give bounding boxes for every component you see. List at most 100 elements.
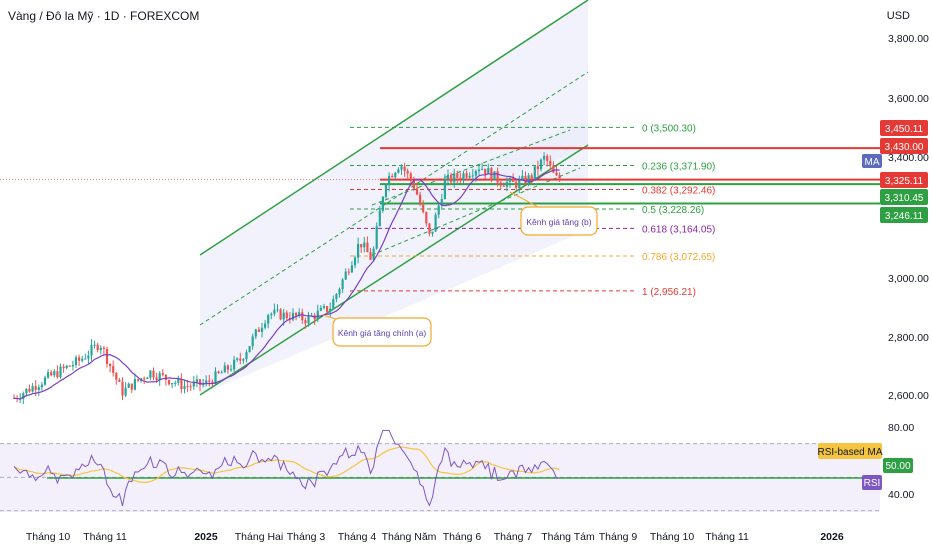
candle-body (456, 173, 459, 178)
candle-body (338, 289, 341, 295)
candle-body (65, 365, 68, 368)
candle-body (539, 159, 543, 170)
rsi-line (13, 429, 560, 507)
candle-body (242, 359, 245, 361)
candle-body (214, 371, 217, 384)
price-tag-0: 3,450.11 (885, 124, 924, 135)
candle-body (357, 243, 360, 258)
ma-tag: MA (865, 157, 880, 168)
time-axis-label-4: Tháng 3 (287, 531, 326, 543)
candle-body (468, 175, 471, 178)
candle-body (28, 388, 31, 392)
candle-body (56, 371, 59, 378)
price-axis-tick-4: 2,800.00 (888, 332, 929, 344)
fib-label-0: 0 (3,500.30) (642, 123, 696, 134)
candle-body (161, 373, 164, 375)
rsi-value-tag: 50.00 (885, 461, 910, 472)
candle-body (347, 271, 350, 273)
candle-body (34, 386, 37, 390)
time-axis-label-5: Tháng 4 (338, 531, 377, 543)
candle-body (552, 165, 555, 173)
rsi-tag-bg (862, 475, 882, 490)
annotation-a-text: Kênh giá tăng chính (a) (338, 328, 427, 338)
fib-label-5: 0.786 (3,072.65) (642, 252, 715, 263)
candle-body (220, 372, 223, 374)
candle-body (71, 365, 74, 367)
candle-body (425, 212, 428, 224)
candle-body (549, 160, 552, 166)
candle-body (515, 181, 518, 188)
candle-body (223, 365, 226, 373)
price-tag-bg-4 (880, 207, 928, 223)
candle-body (78, 357, 81, 361)
price-tag-bg-2 (880, 172, 928, 188)
candle-body (53, 371, 56, 376)
candle-body (508, 178, 512, 182)
candle-body (279, 309, 282, 320)
candle-body (229, 369, 233, 371)
candle-body (378, 210, 381, 227)
candle-body (344, 271, 347, 280)
candle-body (180, 379, 183, 389)
symbol-title: Vàng / Đô la Mỹ · 1D · FOREXCOM (8, 9, 200, 23)
time-axis-label-1: Tháng 11 (83, 531, 127, 543)
candle-body (239, 358, 242, 361)
candle-body (391, 175, 394, 178)
candle-body (496, 171, 499, 183)
candle-body (264, 323, 267, 328)
candle-body (369, 252, 372, 260)
candle-body (282, 312, 285, 320)
candle-body (329, 308, 332, 312)
candle-body (236, 358, 239, 360)
inner-channel-lower (371, 167, 581, 256)
candle-body (183, 386, 186, 389)
candle-body (105, 348, 109, 364)
channel-mid-line (199, 71, 589, 326)
candle-body (37, 387, 40, 390)
candle-body (499, 182, 502, 186)
price-tag-bg-1 (880, 138, 928, 154)
candle-body (248, 346, 251, 353)
candle-body (143, 378, 146, 380)
candle-body (211, 381, 214, 384)
candle-body (146, 377, 149, 379)
candle-body (326, 306, 329, 312)
candle-body (533, 166, 536, 179)
candle-body (158, 373, 161, 380)
candle-body (90, 345, 93, 356)
candle-body (453, 173, 456, 183)
candle-body (149, 370, 152, 378)
price-axis-tick-5: 2,600.00 (888, 390, 929, 402)
candle-body (62, 366, 65, 368)
candle-body (47, 372, 50, 378)
candle-body (99, 347, 102, 351)
candle-body (177, 379, 180, 383)
candle-body (31, 386, 34, 392)
candle-body (350, 265, 353, 273)
candle-body (409, 173, 412, 181)
candle-body (530, 175, 533, 179)
candle-body (295, 312, 298, 316)
candle-body (276, 309, 279, 311)
candle-body (403, 166, 406, 171)
candle-body (102, 347, 105, 349)
annotation-b-box (520, 206, 598, 236)
time-axis-label-10: Tháng 9 (599, 531, 638, 543)
candle-body (115, 372, 118, 380)
candle-body (400, 166, 403, 170)
candle-body (332, 299, 335, 309)
time-axis-label-11: Tháng 10 (650, 531, 695, 543)
candle-body (440, 199, 443, 206)
channel-lower-line (199, 144, 589, 396)
candle-body (422, 204, 425, 213)
candle-body (226, 365, 229, 370)
rsi-tag: RSI (864, 478, 881, 489)
price-tag-3: 3,310.45 (885, 193, 924, 204)
candle-body (536, 166, 539, 170)
candle-body (419, 194, 422, 205)
candle-body (260, 327, 264, 332)
annotation-a-box (332, 317, 432, 347)
candle-body (524, 175, 527, 184)
candle-body (186, 386, 189, 388)
